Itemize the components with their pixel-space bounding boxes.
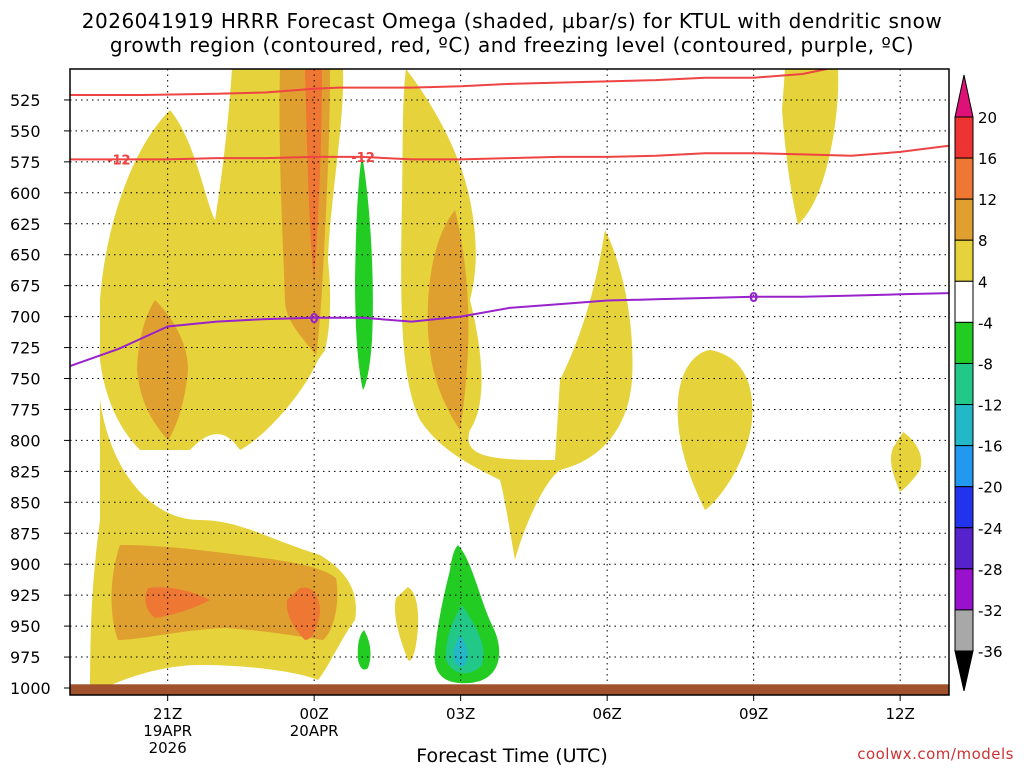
x-tick-date: 19APR bbox=[143, 722, 192, 740]
colorbar-label: -12 bbox=[978, 397, 1003, 415]
omega-region-4-8 bbox=[90, 400, 356, 690]
colorbar-swatch bbox=[954, 568, 974, 611]
omega-region-neg4-neg8 bbox=[355, 155, 373, 390]
contour-label: 0 bbox=[310, 312, 319, 327]
omega-region-12-16 bbox=[305, 69, 322, 280]
colorbar-swatch bbox=[954, 362, 974, 406]
credit-text: coolwx.com/models bbox=[857, 745, 1014, 763]
contour-line bbox=[70, 69, 828, 96]
colorbar-label: 20 bbox=[978, 109, 997, 127]
contour-label: -12 bbox=[351, 151, 375, 166]
y-tick-label: 575 bbox=[10, 153, 41, 172]
omega-region-12-16 bbox=[145, 587, 210, 618]
omega-region-4-8 bbox=[401, 69, 633, 560]
omega-region-8-12 bbox=[427, 210, 469, 430]
contour-line bbox=[70, 292, 949, 368]
colorbar-extend-top bbox=[954, 74, 974, 118]
colorbar-swatch bbox=[954, 609, 974, 652]
colorbar-swatch bbox=[954, 321, 974, 364]
plot-frame bbox=[69, 68, 950, 696]
y-tick-label: 900 bbox=[10, 555, 41, 574]
y-tick-label: 600 bbox=[10, 184, 41, 203]
y-tick-label: 950 bbox=[10, 617, 41, 636]
colorbar-swatch bbox=[954, 280, 974, 323]
x-tick-year: 2026 bbox=[149, 739, 187, 757]
chart-title-line2: growth region (contoured, red, ºC) and f… bbox=[109, 33, 915, 57]
y-tick-label: 675 bbox=[10, 277, 41, 296]
colorbar-label: -20 bbox=[978, 479, 1003, 497]
colorbar-swatch bbox=[954, 157, 974, 200]
y-tick-label: 975 bbox=[10, 648, 41, 667]
x-tick-label: 03Z bbox=[446, 705, 475, 723]
colorbar-swatch bbox=[954, 116, 974, 159]
contour-lines bbox=[70, 69, 949, 368]
y-tick-label: 625 bbox=[10, 215, 41, 234]
omega-shading bbox=[90, 69, 922, 690]
colorbar-swatch bbox=[954, 239, 974, 282]
omega-region-4-8 bbox=[782, 69, 839, 225]
contour-labels: -12 -12 0 0 bbox=[107, 151, 758, 327]
x-tick-label: 09Z bbox=[739, 705, 768, 723]
omega-region-12-16 bbox=[286, 587, 320, 640]
y-tick-label: 875 bbox=[10, 524, 41, 543]
colorbar-label: 16 bbox=[978, 150, 997, 168]
y-tick-label: 825 bbox=[10, 462, 41, 481]
y-tick-label: 800 bbox=[10, 431, 41, 450]
contour-label: 0 bbox=[749, 291, 758, 306]
colorbar-label: 8 bbox=[978, 232, 988, 250]
colorbar-label: -4 bbox=[978, 314, 993, 332]
colorbar-label: -24 bbox=[978, 520, 1003, 538]
colorbar-label: -8 bbox=[978, 355, 993, 373]
y-tick-label: 775 bbox=[10, 400, 41, 419]
contour-label: -12 bbox=[107, 153, 131, 168]
colorbar-label: -28 bbox=[978, 561, 1003, 579]
x-axis-label: Forecast Time (UTC) bbox=[416, 745, 608, 767]
colorbar-extend-bottom bbox=[954, 650, 974, 692]
grid-lines bbox=[70, 69, 949, 695]
colorbar-label: -36 bbox=[978, 643, 1003, 661]
x-tick-date: 20APR bbox=[290, 722, 339, 740]
y-tick-label: 925 bbox=[10, 586, 41, 605]
colorbar-swatch bbox=[954, 404, 974, 447]
x-tick-label: 00Z bbox=[299, 705, 328, 723]
colorbar-swatch bbox=[954, 198, 974, 241]
y-tick-label: 525 bbox=[10, 91, 41, 110]
colorbar-label: 4 bbox=[978, 273, 988, 291]
x-tick-label: 21Z bbox=[153, 705, 182, 723]
omega-region-4-8 bbox=[394, 587, 419, 661]
y-tick-label: 850 bbox=[10, 493, 41, 512]
colorbar: 20 16 12 8 4 -4 -8 -12 -16 -20 -24 -28 -32 -36 bbox=[954, 74, 1003, 692]
omega-region-4-8 bbox=[677, 350, 753, 510]
colorbar-label: -16 bbox=[978, 438, 1003, 456]
y-axis: 525 550 575 600 625 650 675 700 725 750 775 800 825 8… bbox=[10, 91, 70, 698]
colorbar-swatch bbox=[954, 486, 974, 529]
x-tick-label: 06Z bbox=[592, 705, 621, 723]
contour-line bbox=[70, 144, 949, 161]
colorbar-swatch bbox=[954, 445, 974, 488]
colorbar-label: 12 bbox=[978, 191, 997, 209]
y-tick-label: 750 bbox=[10, 370, 41, 389]
y-tick-label: 1000 bbox=[10, 679, 51, 698]
y-tick-label: 550 bbox=[10, 122, 41, 141]
y-tick-label: 650 bbox=[10, 246, 41, 265]
omega-region-neg12-neg16 bbox=[453, 635, 468, 667]
omega-region-4-8 bbox=[890, 432, 922, 492]
y-tick-label: 700 bbox=[10, 308, 41, 327]
y-tick-label: 725 bbox=[10, 339, 41, 358]
x-tick-label: 12Z bbox=[885, 705, 914, 723]
colorbar-swatch bbox=[954, 527, 974, 570]
chart-title-line1: 2026041919 HRRR Forecast Omega (shaded, … bbox=[81, 9, 943, 33]
colorbar-label: -32 bbox=[978, 602, 1003, 620]
omega-region-8-12 bbox=[111, 545, 338, 640]
ground-surface bbox=[70, 684, 949, 695]
omega-region-neg4-neg8 bbox=[357, 630, 371, 670]
